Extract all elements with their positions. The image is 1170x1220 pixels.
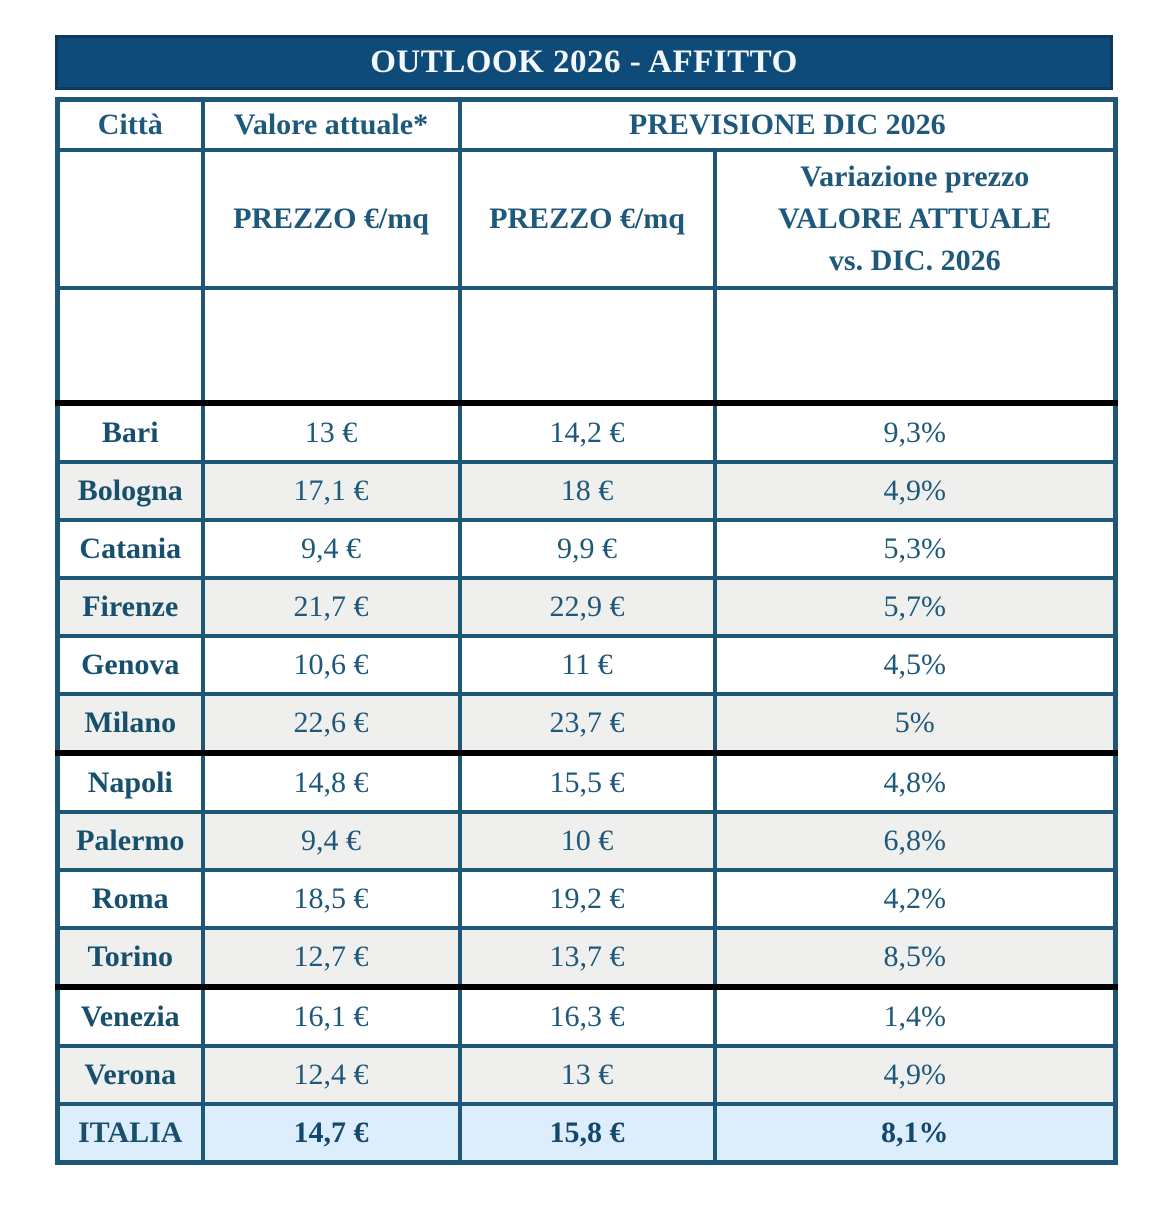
table-row: Bologna 17,1 € 18 € 4,9%	[55, 460, 1118, 522]
current-price-cell: 9,4 €	[200, 518, 462, 580]
forecast-price-cell: 9,9 €	[457, 518, 717, 580]
current-price-cell: 18,5 €	[200, 868, 462, 930]
variation-cell: 1,4%	[712, 984, 1118, 1048]
table-row: Palermo 9,4 € 10 € 6,8%	[55, 810, 1118, 872]
current-price-cell: 21,7 €	[200, 576, 462, 638]
forecast-price-cell: 18 €	[457, 460, 717, 522]
table-row: Napoli 14,8 € 15,5 € 4,8%	[55, 750, 1118, 814]
forecast-price-cell: 23,7 €	[457, 692, 717, 755]
city-cell: Catania	[55, 518, 205, 580]
price-current-header: PREZZO €/mq	[200, 148, 462, 290]
forecast-price-cell: 15,5 €	[457, 750, 717, 814]
table-row: Roma 18,5 € 19,2 € 4,2%	[55, 868, 1118, 930]
city-cell: Verona	[55, 1044, 205, 1106]
variation-cell: 5,3%	[712, 518, 1118, 580]
variation-cell: 5%	[712, 692, 1118, 755]
city-cell: Roma	[55, 868, 205, 930]
spacer-cell	[457, 286, 717, 405]
current-price-cell: 12,4 €	[200, 1044, 462, 1106]
spacer-row	[55, 286, 1118, 405]
forecast-price-cell: 11 €	[457, 634, 717, 696]
table-row: Catania 9,4 € 9,9 € 5,3%	[55, 518, 1118, 580]
table-head: Città Valore attuale* PREVISIONE DIC 202…	[55, 97, 1118, 405]
variation-cell: 8,1%	[712, 1102, 1118, 1165]
variation-header: Variazione prezzo VALORE ATTUALE vs. DIC…	[712, 148, 1118, 290]
current-price-cell: 22,6 €	[200, 692, 462, 755]
table-row: Firenze 21,7 € 22,9 € 5,7%	[55, 576, 1118, 638]
forecast-price-cell: 14,2 €	[457, 400, 717, 464]
variation-cell: 4,8%	[712, 750, 1118, 814]
current-price-cell: 9,4 €	[200, 810, 462, 872]
forecast-price-cell: 15,8 €	[457, 1102, 717, 1165]
forecast-group-header: PREVISIONE DIC 2026	[457, 97, 1118, 152]
current-price-cell: 10,6 €	[200, 634, 462, 696]
current-price-cell: 14,7 €	[200, 1102, 462, 1165]
city-cell: Bologna	[55, 460, 205, 522]
city-cell: Venezia	[55, 984, 205, 1048]
spacer-cell	[55, 286, 205, 405]
variation-cell: 5,7%	[712, 576, 1118, 638]
variation-cell: 4,9%	[712, 1044, 1118, 1106]
table-body: Bari 13 € 14,2 € 9,3% Bologna 17,1 € 18 …	[55, 400, 1118, 1165]
table-row: Milano 22,6 € 23,7 € 5%	[55, 692, 1118, 755]
header-row-groups: Città Valore attuale* PREVISIONE DIC 202…	[55, 97, 1118, 152]
city-cell: Palermo	[55, 810, 205, 872]
variation-cell: 4,9%	[712, 460, 1118, 522]
spacer-cell	[712, 286, 1118, 405]
variation-cell: 4,5%	[712, 634, 1118, 696]
city-cell: Genova	[55, 634, 205, 696]
current-price-cell: 13 €	[200, 400, 462, 464]
city-cell: ITALIA	[55, 1102, 205, 1165]
current-price-cell: 16,1 €	[200, 984, 462, 1048]
variation-cell: 6,8%	[712, 810, 1118, 872]
city-cell: Torino	[55, 926, 205, 989]
table-row: Bari 13 € 14,2 € 9,3%	[55, 400, 1118, 464]
city-cell: Firenze	[55, 576, 205, 638]
empty-corner-cell	[55, 148, 205, 290]
header-row-units: PREZZO €/mq PREZZO €/mq Variazione prezz…	[55, 148, 1118, 290]
city-cell: Napoli	[55, 750, 205, 814]
forecast-price-cell: 16,3 €	[457, 984, 717, 1048]
table-row: Venezia 16,1 € 16,3 € 1,4%	[55, 984, 1118, 1048]
table-row: ITALIA 14,7 € 15,8 € 8,1%	[55, 1102, 1118, 1165]
city-cell: Milano	[55, 692, 205, 755]
current-price-cell: 17,1 €	[200, 460, 462, 522]
outlook-table: Città Valore attuale* PREVISIONE DIC 202…	[55, 97, 1118, 1165]
forecast-price-cell: 13,7 €	[457, 926, 717, 989]
outlook-table-container: OUTLOOK 2026 - AFFITTO Città Valore attu…	[55, 35, 1118, 1165]
forecast-price-cell: 10 €	[457, 810, 717, 872]
table-title: OUTLOOK 2026 - AFFITTO	[55, 35, 1113, 90]
forecast-price-cell: 13 €	[457, 1044, 717, 1106]
variation-cell: 8,5%	[712, 926, 1118, 989]
forecast-price-cell: 19,2 €	[457, 868, 717, 930]
forecast-price-cell: 22,9 €	[457, 576, 717, 638]
city-cell: Bari	[55, 400, 205, 464]
table-row: Verona 12,4 € 13 € 4,9%	[55, 1044, 1118, 1106]
spacer-cell	[200, 286, 462, 405]
current-price-cell: 12,7 €	[200, 926, 462, 989]
current-price-cell: 14,8 €	[200, 750, 462, 814]
table-row: Genova 10,6 € 11 € 4,5%	[55, 634, 1118, 696]
current-value-header: Valore attuale*	[200, 97, 462, 152]
variation-cell: 4,2%	[712, 868, 1118, 930]
city-column-header: Città	[55, 97, 205, 152]
table-row: Torino 12,7 € 13,7 € 8,5%	[55, 926, 1118, 989]
price-forecast-header: PREZZO €/mq	[457, 148, 717, 290]
variation-cell: 9,3%	[712, 400, 1118, 464]
